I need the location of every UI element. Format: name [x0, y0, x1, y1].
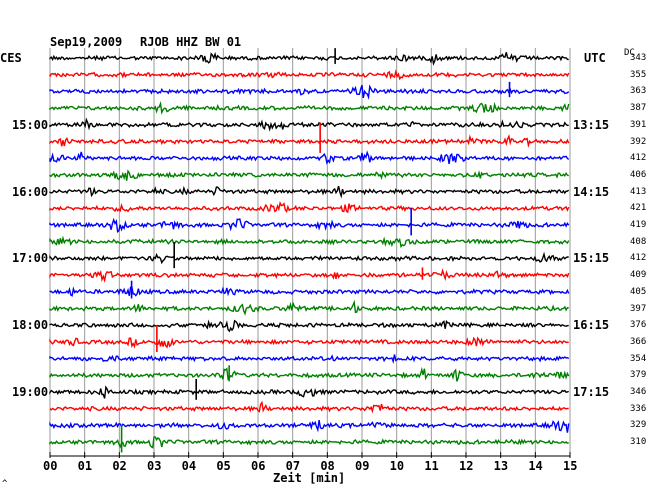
dc-value: 421	[630, 203, 647, 214]
x-tick-label: 12	[459, 459, 474, 473]
right-time-label: 14:15	[573, 184, 610, 199]
dc-value: 379	[630, 370, 647, 381]
x-axis-ticks	[49, 452, 571, 458]
dc-value: 419	[630, 220, 647, 230]
seismic-traces	[49, 48, 570, 453]
trace-line	[49, 385, 569, 399]
dc-value: 413	[630, 186, 647, 197]
x-tick-label: 05	[216, 459, 231, 473]
trace-line	[49, 69, 570, 81]
x-tick-label: 14	[528, 459, 543, 473]
footer-mark: ^	[2, 479, 8, 489]
trace-line	[49, 150, 570, 165]
trace-line	[49, 251, 569, 265]
dc-value: 363	[630, 86, 647, 97]
trace-line	[49, 366, 570, 382]
x-tick-label: 00	[43, 459, 58, 473]
dc-value: 412	[630, 253, 647, 264]
x-tick-label: 15	[563, 459, 578, 473]
x-tick-label: 13	[493, 459, 509, 473]
trace-line	[49, 201, 570, 214]
minute-gridlines	[49, 48, 571, 452]
trace-line	[49, 354, 570, 364]
right-time-label: 13:15	[573, 117, 610, 132]
dc-value: 355	[630, 69, 647, 80]
dc-value: 406	[630, 169, 647, 180]
dc-value: 387	[630, 103, 647, 114]
x-tick-label: 02	[112, 459, 127, 473]
x-axis-title: Zeit [min]	[273, 471, 346, 485]
dc-value: 408	[630, 236, 647, 247]
dc-value: 405	[630, 286, 647, 297]
x-tick-label: 03	[147, 459, 162, 473]
trace-line	[49, 400, 569, 414]
trace-line	[49, 336, 569, 349]
dc-value: 366	[630, 336, 647, 347]
left-time-label: 19:00	[12, 385, 49, 399]
trace-line	[49, 419, 570, 433]
left-time-label: 15:00	[12, 117, 49, 132]
x-tick-label: 04	[181, 459, 197, 473]
dc-value: 391	[630, 119, 647, 130]
left-time-label: 16:00	[12, 184, 49, 199]
date-label: Sep19,2009	[50, 35, 123, 49]
dc-value: 346	[630, 387, 647, 397]
x-tick-label: 11	[424, 459, 439, 473]
dc-value: 376	[630, 320, 647, 331]
x-tick-label: 08	[320, 459, 335, 473]
trace-line	[49, 51, 569, 66]
station-label: RJOB HHZ BW 01	[140, 35, 242, 49]
x-tick-label: 01	[77, 459, 93, 473]
dc-value: 397	[630, 303, 647, 314]
trace-line	[49, 319, 569, 333]
x-tick-label: 06	[251, 459, 266, 473]
x-tick-label: 09	[355, 459, 370, 473]
x-tick-label: 10	[389, 459, 405, 473]
trace-line	[49, 100, 570, 115]
dc-header-label: DC	[624, 48, 635, 58]
trace-line	[49, 117, 569, 132]
trace-line	[49, 299, 569, 316]
right-time-label: 16:15	[573, 318, 610, 333]
right-time-label: 17:15	[573, 385, 610, 399]
trace-line	[49, 268, 570, 284]
right-timezone-label: UTC	[584, 51, 606, 65]
dc-value: 336	[630, 403, 647, 414]
trace-line	[49, 235, 570, 249]
trace-line	[49, 436, 569, 449]
dc-value: 343	[630, 53, 647, 63]
dc-value: 409	[630, 270, 647, 281]
right-time-label: 15:15	[573, 251, 610, 266]
left-timezone-label: CES	[0, 51, 22, 65]
trace-line	[49, 217, 570, 234]
x-tick-label: 07	[285, 459, 301, 473]
trace-line	[49, 286, 570, 297]
left-time-label: 17:00	[12, 251, 49, 266]
dc-value: 412	[630, 153, 647, 164]
dc-value: 310	[630, 437, 647, 448]
trace-line	[49, 169, 569, 181]
trace-line	[49, 185, 570, 199]
trace-line	[49, 84, 570, 100]
trace-line	[49, 134, 570, 148]
dc-value: 392	[630, 136, 647, 147]
dc-value: 354	[630, 353, 647, 364]
dc-value: 329	[630, 420, 647, 431]
left-time-label: 18:00	[12, 318, 49, 333]
